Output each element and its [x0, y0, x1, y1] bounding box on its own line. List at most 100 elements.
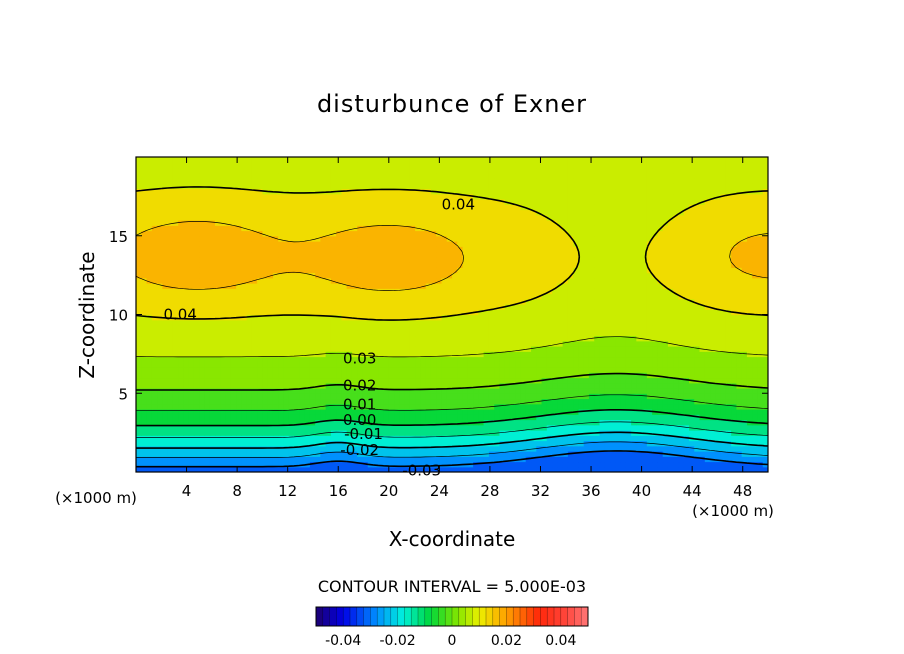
- contour-fill-cell: [531, 451, 537, 457]
- contour-fill-cell: [520, 367, 527, 373]
- contour-fill-cell: [757, 398, 764, 405]
- contour-fill-cell: [515, 346, 522, 352]
- contour-fill-cell: [325, 309, 332, 316]
- contour-fill-cell: [746, 304, 753, 310]
- contour-fill-cell: [741, 398, 748, 405]
- contour-fill-cell: [278, 267, 285, 274]
- contour-fill-cell: [552, 424, 558, 431]
- contour-fill-cell: [699, 409, 706, 415]
- contour-fill-cell: [441, 283, 448, 289]
- contour-fill-cell: [625, 309, 632, 316]
- contour-fill-cell: [631, 466, 637, 472]
- contour-fill-cell: [646, 367, 653, 373]
- contour-fill-cell: [473, 372, 479, 379]
- contour-fill-cell: [752, 325, 759, 331]
- contour-fill-cell: [172, 398, 179, 405]
- contour-fill-cell: [193, 382, 200, 389]
- contour-fill-cell: [320, 346, 327, 352]
- contour-fill-cell: [362, 388, 369, 394]
- contour-fill-cell: [415, 335, 421, 342]
- contour-fill-cell: [246, 277, 253, 284]
- contour-fill-cell: [689, 267, 695, 274]
- contour-fill-cell: [599, 277, 606, 284]
- contour-fill-cell: [736, 330, 743, 337]
- contour-fill-cell: [725, 298, 732, 305]
- contour-fill-cell: [278, 424, 285, 431]
- contour-fill-cell: [136, 251, 142, 258]
- contour-fill-cell: [336, 393, 342, 400]
- contour-fill-cell: [557, 445, 564, 452]
- contour-fill-cell: [588, 325, 595, 331]
- contour-fill-cell: [225, 340, 232, 347]
- contour-fill-cell: [610, 393, 616, 400]
- contour-fill-cell: [294, 262, 300, 268]
- contour-fill-cell: [172, 382, 179, 389]
- contour-fill-cell: [678, 314, 685, 321]
- contour-fill-cell: [330, 377, 337, 384]
- contour-fill-cell: [509, 272, 516, 279]
- contour-fill-cell: [583, 377, 590, 384]
- contour-fill-cell: [330, 356, 337, 363]
- contour-fill-cell: [425, 461, 432, 468]
- contour-fill-cell: [599, 314, 606, 321]
- contour-fill-cell: [610, 419, 616, 426]
- contour-fill-cell: [457, 346, 464, 352]
- contour-fill-cell: [288, 251, 295, 258]
- contour-fill-cell: [415, 351, 421, 358]
- contour-fill-cell: [272, 424, 279, 431]
- contour-fill-cell: [520, 398, 527, 405]
- contour-fill-cell: [267, 424, 274, 431]
- contour-fill-cell: [441, 367, 448, 373]
- contour-fill-cell: [415, 309, 421, 316]
- contour-fill-cell: [610, 440, 616, 447]
- contour-fill-cell: [299, 256, 306, 263]
- contour-fill-cell: [409, 340, 416, 347]
- contour-fill-cell: [383, 398, 390, 405]
- contour-fill-cell: [515, 424, 522, 431]
- contour-fill-cell: [594, 377, 601, 384]
- contour-fill-cell: [346, 361, 353, 368]
- contour-fill-cell: [689, 388, 695, 394]
- contour-fill-cell: [631, 356, 637, 363]
- contour-fill-cell: [662, 351, 669, 358]
- contour-fill-cell: [357, 388, 364, 394]
- contour-fill-cell: [578, 361, 585, 368]
- contour-fill-cell: [294, 461, 300, 468]
- contour-fill-cell: [694, 372, 701, 379]
- contour-fill-cell: [151, 267, 158, 274]
- contour-fill-cell: [278, 461, 285, 468]
- contour-fill-cell: [246, 382, 253, 389]
- contour-fill-cell: [167, 419, 174, 426]
- contour-fill-cell: [525, 393, 532, 400]
- contour-fill-cell: [657, 456, 664, 463]
- contour-fill-cell: [710, 340, 716, 347]
- contour-fill-cell: [531, 356, 537, 363]
- contour-fill-cell: [652, 272, 658, 279]
- contour-fill-cell: [420, 361, 427, 368]
- contour-fill-cell: [504, 293, 511, 300]
- contour-fill-cell: [546, 304, 553, 310]
- contour-fill-cell: [241, 277, 248, 284]
- contour-fill-cell: [178, 319, 184, 326]
- contour-fill-cell: [610, 277, 616, 284]
- contour-fill-cell: [699, 335, 706, 342]
- contour-fill-cell: [178, 293, 184, 300]
- contour-fill-cell: [178, 272, 184, 279]
- contour-fill-cell: [341, 293, 348, 300]
- contour-fill-cell: [710, 435, 716, 442]
- contour-fill-cell: [441, 325, 448, 331]
- contour-fill-cell: [346, 367, 353, 373]
- contour-fill-cell: [257, 319, 263, 326]
- contour-fill-cell: [710, 356, 716, 363]
- contour-fill-cell: [678, 356, 685, 363]
- contour-fill-cell: [299, 277, 306, 284]
- contour-fill-cell: [525, 440, 532, 447]
- contour-fill-cell: [567, 256, 574, 263]
- contour-fill-cell: [430, 435, 437, 442]
- contour-fill-cell: [599, 461, 606, 468]
- contour-fill-cell: [546, 409, 553, 415]
- contour-fill-cell: [357, 283, 364, 289]
- contour-fill-cell: [578, 346, 585, 352]
- contour-fill-cell: [720, 367, 727, 373]
- contour-fill-cell: [394, 414, 400, 421]
